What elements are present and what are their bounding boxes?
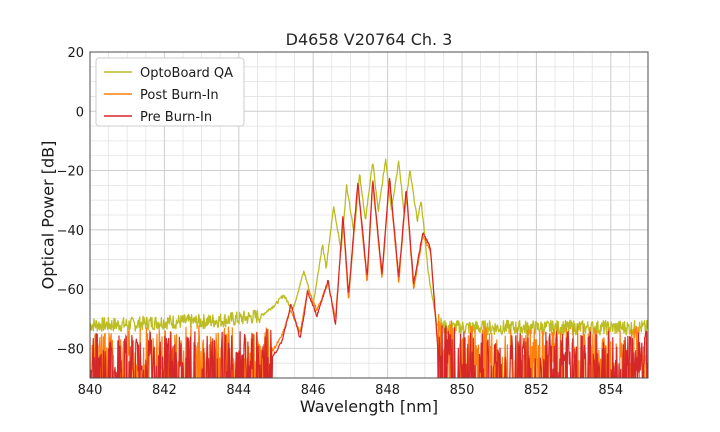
legend-label: Pre Burn-In	[140, 110, 212, 125]
chart-title: D4658 V20764 Ch. 3	[285, 30, 453, 49]
y-tick-label: 0	[76, 105, 84, 120]
legend-box	[95, 57, 245, 127]
x-tick-label: 854	[598, 383, 623, 398]
x-tick-label: 850	[450, 383, 475, 398]
x-tick-label: 852	[524, 383, 549, 398]
x-tick-label: 842	[152, 383, 177, 398]
y-axis-label: Optical Power [dB]	[38, 140, 58, 290]
axes-frame	[89, 51, 649, 379]
x-axis-label: Wavelength [nm]	[299, 397, 439, 416]
legend-label: OptoBoard QA	[140, 66, 233, 81]
y-tick-label: −40	[57, 224, 84, 239]
series-line	[90, 177, 648, 378]
y-tick-label: 20	[67, 46, 84, 61]
x-tick-label: 844	[226, 383, 251, 398]
y-tick-label: −80	[57, 342, 84, 357]
y-tick-label: −20	[57, 165, 84, 180]
x-tick-label: 848	[375, 383, 400, 398]
series-line	[90, 158, 648, 336]
x-tick-label: 840	[78, 383, 103, 398]
legend-label: Post Burn-In	[140, 88, 219, 103]
y-tick-label: −60	[57, 283, 84, 298]
x-tick-label: 846	[301, 383, 326, 398]
